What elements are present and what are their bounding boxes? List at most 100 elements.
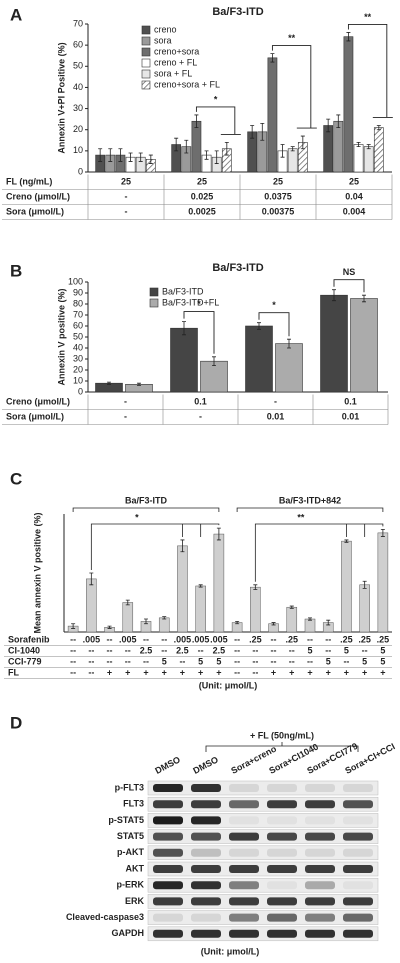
table-cell: .25 [340,634,353,644]
error-bar [332,289,336,302]
table-cell: 0.01 [267,411,285,421]
table-cell: -- [325,645,331,655]
table-cell: -- [362,645,368,655]
table-cell: 0.00375 [262,206,295,216]
table-cell: -- [70,634,76,644]
band [153,832,183,841]
band [191,881,221,890]
error-bar [128,152,133,162]
y-tick-label: 80 [73,298,83,308]
legend-label: sora + FL [154,68,192,78]
band [305,881,335,890]
legend-label: creno+sora + FL [154,79,220,89]
table-cell: -- [143,656,149,666]
error-bar [224,142,229,156]
y-axis-label: Annexin V+PI Positive (%) [56,42,66,153]
band [229,832,259,841]
table-cell: - [124,396,127,406]
error-bar [184,139,189,154]
band [191,816,221,825]
significance-label: ** [297,512,305,522]
band [343,897,373,906]
table-cell: 0.0025 [188,206,216,216]
band [229,816,259,825]
table-cell: .25 [377,634,390,644]
table-cell: - [274,396,277,406]
table-row-label: Sorafenib [8,634,50,644]
significance-bracket [333,279,365,293]
error-bar [107,381,111,385]
band [305,816,335,825]
table-cell: -- [125,656,131,666]
table-cell: 5 [380,656,385,666]
band [153,881,183,890]
y-tick-label: 20 [73,124,83,134]
significance-bracket [271,45,317,129]
error-bar [180,539,185,553]
row-label: Cleaved-caspase3 [66,912,144,922]
band [343,848,373,857]
bar [245,325,273,393]
significance-bracket [347,24,393,118]
table-cell: -- [88,656,94,666]
band [343,784,373,792]
bar [213,533,225,633]
y-tick-label: 10 [73,145,83,155]
table-cell: - [124,411,127,421]
band [229,800,259,809]
table-cell: -- [289,645,295,655]
band [305,929,335,938]
table-cell: 5 [198,656,203,666]
band [153,897,183,906]
bar [359,584,370,633]
table-cell: -- [289,656,295,666]
error-bar [376,125,381,131]
band [267,929,297,938]
table-cell: .005 [210,634,228,644]
y-tick-label: 20 [73,364,83,374]
table-cell: -- [252,645,258,655]
table-cell: 2.5 [176,645,189,655]
significance-bracket [183,311,215,354]
bar [343,36,354,173]
error-bar [137,382,141,386]
blot-strip [147,845,379,861]
error-bar [362,580,367,589]
band [229,913,259,922]
band [267,816,297,825]
table-cell: -- [70,645,76,655]
bar [323,125,334,173]
significance-label: ** [288,33,296,43]
table-cell: .25 [249,634,262,644]
bar [363,146,374,173]
error-bar [204,150,209,160]
error-bar [250,125,255,139]
table-cell: + [326,667,331,677]
y-tick-label: 0 [78,166,83,176]
y-tick-label: 60 [73,320,83,330]
error-bar [89,572,94,586]
table-cell: + [180,667,185,677]
error-bar [253,584,258,590]
band [191,897,221,906]
y-tick-label: 70 [73,309,83,319]
band [267,897,297,906]
error-bar [98,148,103,162]
table-cell: 0.1 [344,396,357,406]
y-axis-label: Annexin V positive (%) [56,288,66,385]
table-cell: .005 [119,634,137,644]
y-tick-label: 70 [73,18,83,28]
table-row-label: Sora (μmol/L) [6,206,64,216]
bar [304,618,316,633]
error-bar [107,625,112,629]
band [305,848,335,857]
y-tick-label: 40 [73,342,83,352]
error-bar [270,53,275,63]
row-label: p-ERK [117,880,145,890]
table-cell: -- [88,645,94,655]
bar [286,606,298,633]
band [267,881,297,890]
band [343,800,373,809]
table-cell: -- [307,634,313,644]
